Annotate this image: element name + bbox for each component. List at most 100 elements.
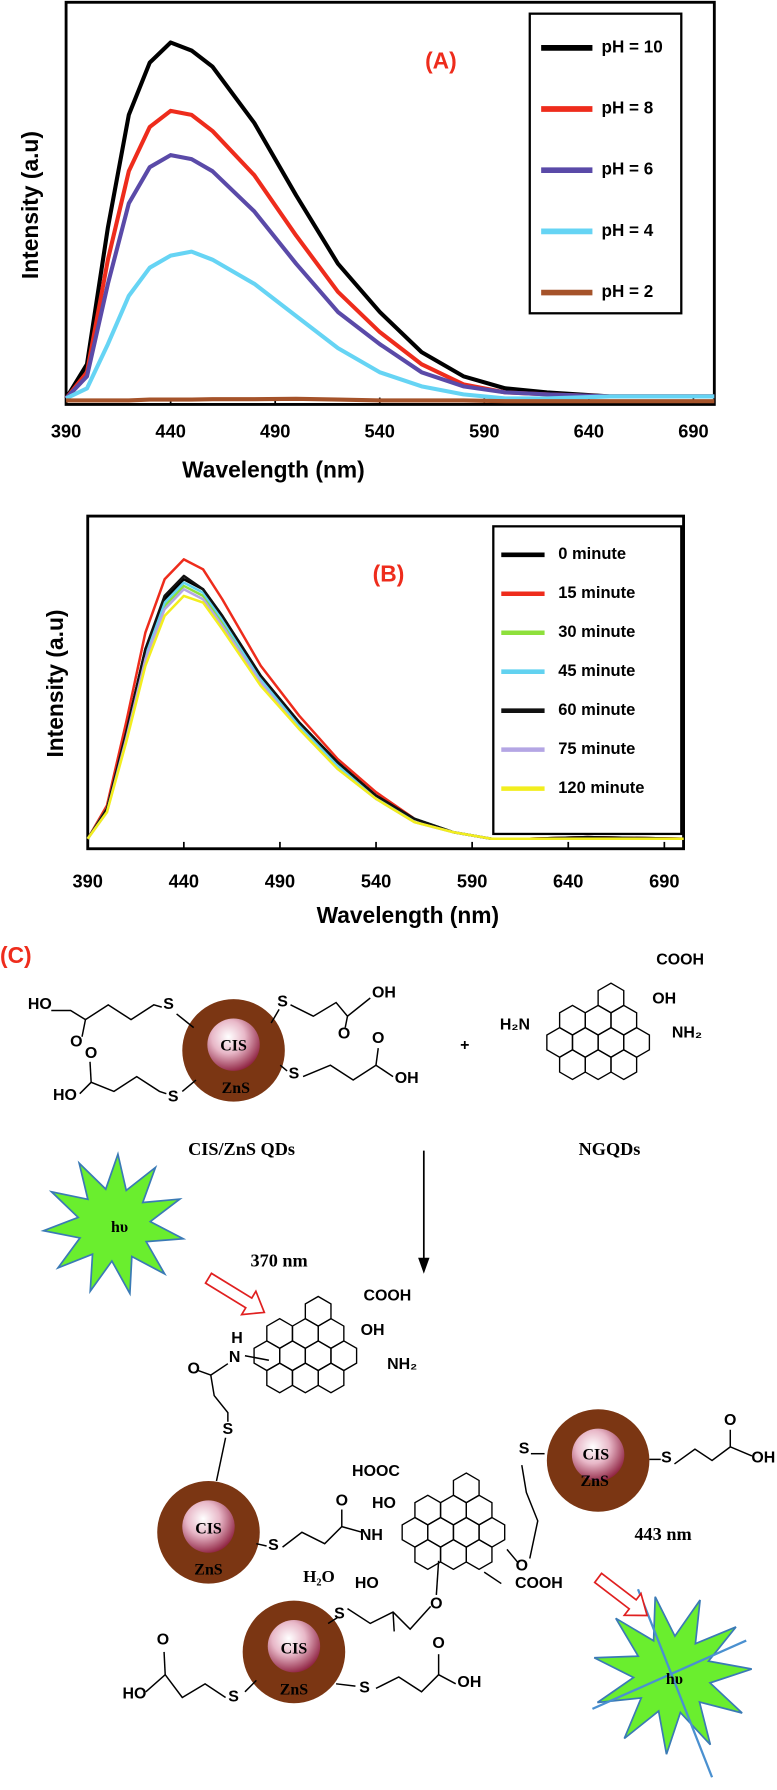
scheme-label: ZnS <box>222 1080 250 1097</box>
scheme-label: hυ <box>666 1671 683 1688</box>
bond <box>506 1548 519 1564</box>
x-tick-label: 390 <box>73 872 103 892</box>
scheme-label: NH₂ <box>672 1025 702 1042</box>
ring <box>558 1049 586 1081</box>
data-line <box>64 153 715 400</box>
scheme-label: S <box>168 1088 179 1105</box>
scheme-label: HO <box>372 1495 396 1512</box>
x-tick-label: 490 <box>265 872 295 892</box>
bond <box>176 1013 195 1029</box>
ring <box>584 1049 612 1081</box>
ring <box>291 1362 319 1394</box>
bond <box>375 1673 457 1693</box>
scheme-label: 443 nm <box>634 1524 691 1544</box>
x-tick-label: 440 <box>169 872 199 892</box>
x-tick-label: 490 <box>260 422 290 442</box>
x-axis-label: Wavelength (nm) <box>317 902 500 928</box>
data-line <box>66 396 715 404</box>
x-tick-label: 540 <box>365 422 395 442</box>
scheme-label: HO <box>122 1685 146 1702</box>
scheme-label: OH <box>751 1449 775 1466</box>
scheme-label: CIS <box>195 1521 222 1538</box>
scheme-label: S <box>359 1680 370 1697</box>
scheme-label: O <box>430 1595 442 1612</box>
legend-label: pH = 10 <box>602 37 663 56</box>
bond <box>521 1464 539 1559</box>
scheme-label: CIS <box>281 1640 308 1657</box>
bond <box>51 1003 162 1021</box>
x-tick-label: 690 <box>649 872 679 892</box>
scheme-label: HO <box>53 1087 77 1104</box>
scheme-label: S <box>223 1421 234 1438</box>
scheme-label: NH <box>360 1527 383 1544</box>
plot-frame <box>64 0 716 406</box>
scheme-label: O <box>372 1030 384 1047</box>
scheme-label: O <box>70 1034 82 1051</box>
scheme-label: CIS <box>220 1038 247 1055</box>
x-tick-label: 440 <box>155 422 185 442</box>
x-axis-label: Wavelength (nm) <box>182 457 365 483</box>
scheme-label: NGQDs <box>579 1139 641 1159</box>
scheme-label: S <box>661 1449 672 1466</box>
scheme-label: (C) <box>0 942 32 968</box>
bond <box>256 1542 267 1547</box>
excitation-arrow <box>204 1272 266 1316</box>
legend-label: 60 minute <box>558 701 635 719</box>
bond <box>89 1061 92 1083</box>
scheme-label: S <box>268 1537 279 1554</box>
bond <box>209 1363 229 1422</box>
bond <box>302 1064 394 1081</box>
bond <box>483 1571 502 1585</box>
scheme-label: S <box>289 1066 300 1083</box>
scheme-label: S <box>519 1440 530 1457</box>
scheme-label: 370 nm <box>251 1250 308 1270</box>
ring <box>558 1004 586 1036</box>
data-line <box>64 40 715 400</box>
scheme-label: HOOC <box>352 1463 400 1480</box>
scheme-label: OH <box>652 990 676 1007</box>
scheme-label: O <box>724 1412 736 1429</box>
y-axis-label: Intensity (a.u) <box>17 131 43 279</box>
x-tick-label: 640 <box>574 422 604 442</box>
legend-box <box>492 525 683 836</box>
ring <box>304 1295 332 1327</box>
scheme-label: S <box>163 996 174 1013</box>
scheme-label: O <box>157 1632 169 1649</box>
bond <box>347 1605 432 1631</box>
bond <box>244 1679 257 1693</box>
ring <box>266 1362 294 1394</box>
bond <box>344 1016 349 1028</box>
scheme-label: COOH <box>515 1575 563 1592</box>
legend-label: pH = 6 <box>602 160 654 179</box>
x-tick-label: 540 <box>361 872 391 892</box>
data-line <box>65 249 715 401</box>
bond <box>197 1369 212 1376</box>
scheme-label: H₂N <box>500 1017 530 1034</box>
scheme-label: hυ <box>111 1219 128 1236</box>
plot-frame <box>86 514 685 851</box>
scheme-label: H <box>231 1330 243 1347</box>
bond <box>244 1354 270 1361</box>
bond <box>215 1437 227 1482</box>
x-tick-label: 590 <box>469 422 499 442</box>
bond <box>279 1064 288 1072</box>
chart-title: (A) <box>425 48 457 74</box>
scheme-label: CIS <box>583 1447 610 1464</box>
scheme-label: O <box>516 1558 528 1575</box>
legend-label: 45 minute <box>558 662 635 680</box>
legend-label: 120 minute <box>558 779 644 797</box>
data-line <box>86 594 684 841</box>
light-ray <box>636 1588 714 1778</box>
bond <box>145 1673 226 1699</box>
scheme-label: S <box>334 1606 345 1623</box>
legend-box <box>528 12 683 315</box>
quantum-dot-core <box>267 1620 321 1673</box>
bond <box>392 1612 395 1632</box>
ring <box>317 1362 345 1394</box>
scheme-label: S <box>277 994 288 1011</box>
ring <box>597 982 625 1014</box>
bond <box>290 997 371 1018</box>
quantum-dot-core <box>182 1500 235 1553</box>
